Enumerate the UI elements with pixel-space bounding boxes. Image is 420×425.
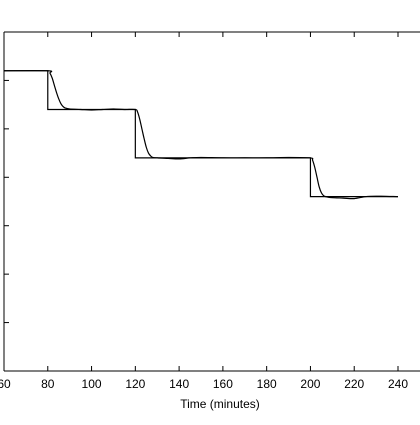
x-tick-label: 220 [344, 377, 364, 391]
x-tick-label: 140 [169, 377, 189, 391]
x-tick-label: 160 [213, 377, 233, 391]
x-tick-label: 80 [41, 377, 55, 391]
step-series-line [4, 70, 398, 198]
x-axis-title: Time (minutes) [180, 397, 260, 411]
axes: 60 80 100 120 140 160 180 200 220 240 [0, 31, 420, 391]
x-tick-label: 200 [300, 377, 320, 391]
plot-area [3, 69, 399, 200]
x-tick-label: 120 [125, 377, 145, 391]
x-tick-label: 180 [257, 377, 277, 391]
x-tick-label: 240 [388, 377, 408, 391]
smooth-series-line [3, 69, 399, 200]
x-tick-label: 60 [0, 377, 11, 391]
x-tick-label: 100 [82, 377, 102, 391]
